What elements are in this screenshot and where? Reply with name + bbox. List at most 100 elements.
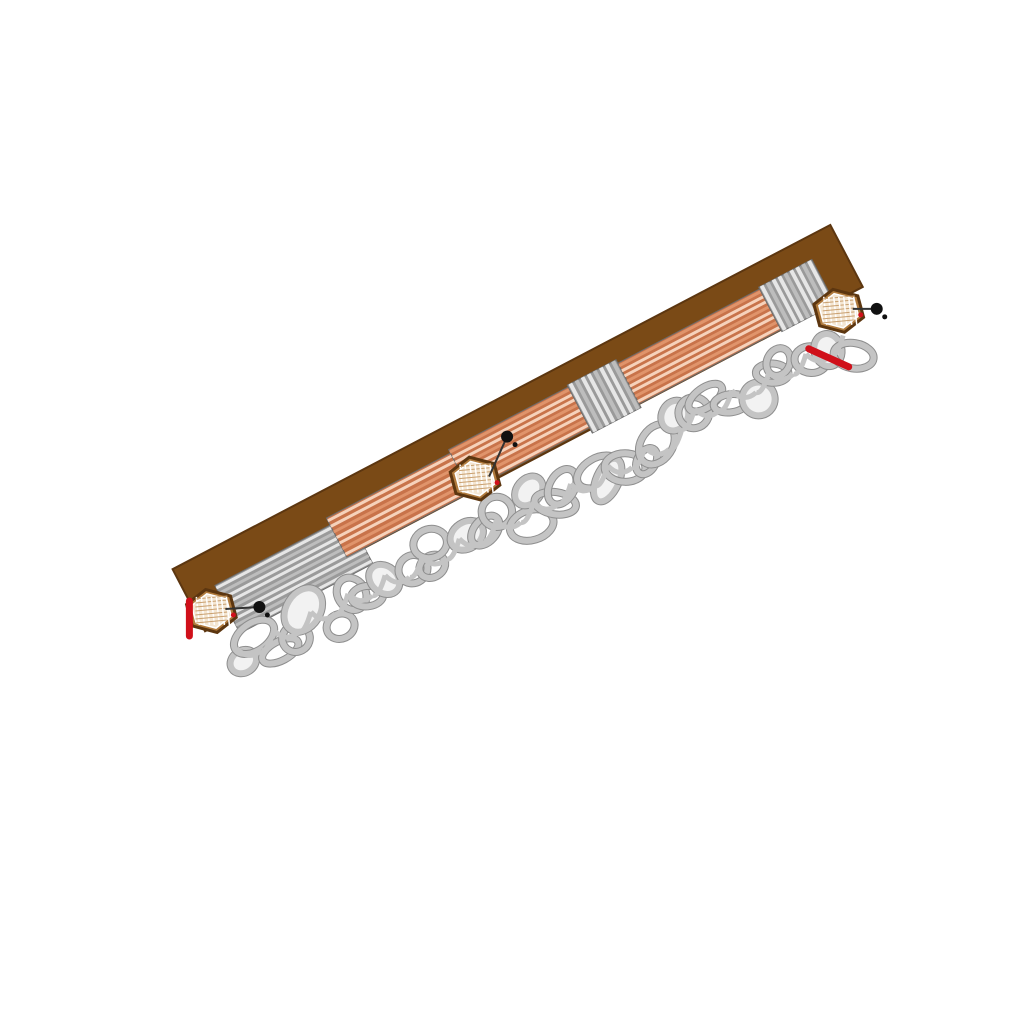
- loop-stroke: [601, 450, 649, 485]
- loop-wire: [755, 371, 772, 396]
- segment-rib: [454, 396, 580, 464]
- segment-rib: [634, 316, 787, 398]
- segment-rib: [451, 390, 578, 459]
- red-dot: [494, 480, 500, 486]
- segment-rib: [586, 373, 616, 423]
- loop-wire: [668, 428, 685, 452]
- loop-wire: [297, 611, 314, 635]
- wire-loop: [600, 449, 650, 486]
- bar-body: [171, 223, 865, 634]
- black-knob: [501, 430, 514, 443]
- segment-rib: [771, 278, 799, 325]
- loop-stroke: [410, 525, 450, 562]
- segment-rib: [226, 538, 362, 611]
- segment-rib: [229, 543, 364, 616]
- cage-wire: [822, 315, 855, 320]
- cage-wire: [459, 487, 492, 492]
- cage-wire: [195, 619, 228, 624]
- wire-loop: [505, 505, 558, 545]
- loop-wire: [309, 610, 337, 622]
- cage-wire: [822, 311, 855, 316]
- segment-rib: [327, 454, 453, 523]
- loop-stroke: [739, 379, 778, 419]
- segment-rib: [618, 285, 771, 368]
- cage-wire: [852, 296, 858, 325]
- segment-rib: [592, 369, 622, 420]
- segment-rib: [221, 527, 356, 601]
- wire-loop: [738, 378, 779, 420]
- right-end-cap: [805, 287, 888, 371]
- center-chrome-collar: [566, 359, 642, 434]
- black-knob-small: [882, 314, 888, 320]
- segment-rib: [223, 533, 359, 606]
- segment-rib: [629, 305, 782, 388]
- loop-wire: [334, 592, 351, 617]
- segment-rib: [759, 284, 787, 331]
- cage-wire: [474, 464, 479, 493]
- black-knob: [870, 302, 883, 315]
- loop-wire: [767, 370, 795, 382]
- segment-rib: [598, 366, 628, 417]
- segment-rib: [344, 487, 471, 556]
- loop-wire: [531, 500, 560, 512]
- segment-rib: [626, 300, 779, 383]
- cage-wire: [464, 464, 469, 493]
- segment-rib: [789, 269, 817, 316]
- loop-wire: [457, 536, 486, 549]
- cage-wire: [210, 596, 216, 626]
- cage-wire: [195, 611, 228, 616]
- right-copper-tube: [617, 283, 791, 405]
- left-end-cap: [184, 587, 270, 640]
- cage-wire: [837, 296, 843, 325]
- segment-rib: [765, 281, 793, 328]
- end-caps: [184, 287, 888, 640]
- segment-rib: [777, 275, 805, 322]
- segment-rib: [637, 321, 790, 403]
- cage-wire: [822, 319, 855, 324]
- loop-wire: [729, 388, 758, 400]
- loop-stroke: [259, 635, 302, 667]
- cage-wire: [489, 464, 494, 493]
- left-copper-tube: [325, 452, 472, 558]
- loop-wire: [445, 538, 462, 562]
- segment-rib: [449, 385, 575, 454]
- cage-wire: [195, 615, 228, 620]
- loop-wire: [234, 646, 263, 658]
- cage-wire: [225, 596, 231, 626]
- loop-wire: [643, 445, 671, 457]
- wire-loop: [530, 487, 580, 519]
- loop-cluster: [226, 330, 878, 678]
- loop-wire: [260, 629, 277, 654]
- loop-stroke: [506, 506, 557, 544]
- loop-wire: [383, 573, 412, 585]
- red-dot: [858, 312, 864, 318]
- segment-rib: [621, 290, 774, 373]
- segment-rib: [335, 471, 462, 539]
- red-dot: [230, 612, 236, 618]
- cage-wire: [827, 296, 833, 325]
- red-bar: [805, 345, 853, 371]
- cage-wire: [200, 596, 206, 626]
- segment-rib: [623, 295, 776, 378]
- segment-rib: [611, 360, 640, 411]
- loop-wire: [631, 446, 648, 471]
- cage-wire: [469, 464, 474, 493]
- cage-wire: [832, 296, 838, 325]
- segment-rib: [330, 460, 456, 528]
- loop-wire: [792, 353, 809, 377]
- black-knob-small: [512, 442, 518, 448]
- loop-wire: [408, 556, 425, 580]
- loop-wire: [420, 555, 449, 567]
- loop-wire: [346, 591, 375, 604]
- loop-wire: [692, 406, 721, 419]
- segment-rib: [580, 376, 610, 426]
- loop-wire: [482, 519, 499, 544]
- wire-loop: [258, 634, 303, 668]
- knob-stem: [488, 436, 508, 478]
- segment-rib: [631, 311, 784, 393]
- segment-rib: [605, 363, 634, 414]
- loop-wire: [371, 574, 388, 599]
- loop-wire: [557, 483, 574, 507]
- segment-rib: [574, 379, 604, 430]
